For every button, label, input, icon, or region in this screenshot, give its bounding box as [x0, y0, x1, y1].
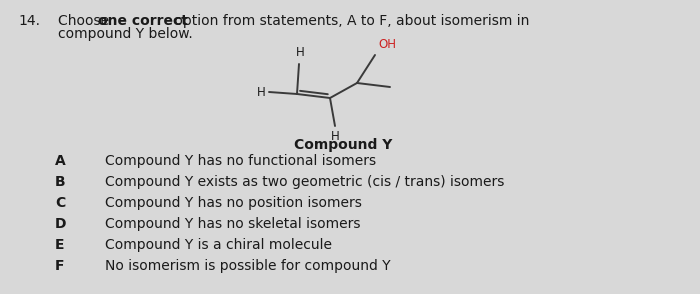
Text: one correct: one correct — [98, 14, 188, 28]
Text: H: H — [330, 130, 340, 143]
Text: Choose: Choose — [58, 14, 113, 28]
Text: 14.: 14. — [18, 14, 40, 28]
Text: Compound Y has no skeletal isomers: Compound Y has no skeletal isomers — [105, 217, 360, 231]
Text: A: A — [55, 154, 66, 168]
Text: OH: OH — [378, 38, 396, 51]
Text: Compound Y exists as two geometric (cis / trans) isomers: Compound Y exists as two geometric (cis … — [105, 175, 505, 189]
Text: Compound Y is a chiral molecule: Compound Y is a chiral molecule — [105, 238, 332, 252]
Text: E: E — [55, 238, 64, 252]
Text: H: H — [295, 46, 304, 59]
Text: C: C — [55, 196, 65, 210]
Text: Compound Y has no position isomers: Compound Y has no position isomers — [105, 196, 362, 210]
Text: B: B — [55, 175, 66, 189]
Text: No isomerism is possible for compound Y: No isomerism is possible for compound Y — [105, 259, 391, 273]
Text: D: D — [55, 217, 66, 231]
Text: compound Y below.: compound Y below. — [58, 27, 192, 41]
Text: Compound Y has no functional isomers: Compound Y has no functional isomers — [105, 154, 376, 168]
Text: Compound Y: Compound Y — [294, 138, 393, 152]
Text: F: F — [55, 259, 64, 273]
Text: H: H — [258, 86, 266, 98]
Text: option from statements, A to F, about isomerism in: option from statements, A to F, about is… — [170, 14, 529, 28]
